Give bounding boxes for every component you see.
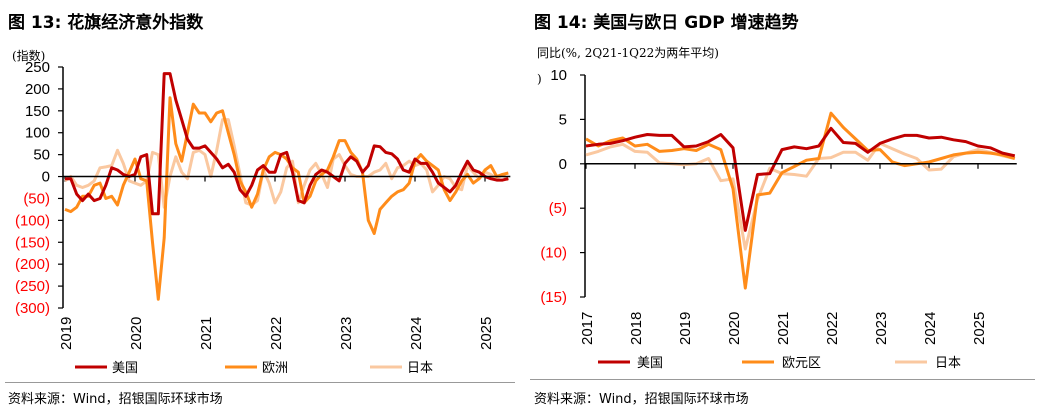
left-y-tick-label: (200) [15, 256, 50, 273]
left-x-tick-label: 2019 [58, 317, 75, 350]
left-x-tick-label: 2023 [338, 317, 355, 350]
right-x-tick-label: 2021 [775, 312, 792, 345]
left-chart-title: 图 13: 花旗经济意外指数 [8, 13, 204, 33]
left-y-tick-label: 100 [25, 125, 50, 142]
left-x-tick-label: 2022 [268, 317, 285, 350]
left-y-tick-label: 150 [25, 103, 50, 120]
left-source: 资料来源：Wind，招银国际环球市场 [8, 392, 223, 407]
left-y-tick-label: (50) [23, 190, 50, 207]
right-y-tick-label: 10 [550, 67, 567, 84]
right-x-tick-label: 2024 [922, 312, 939, 345]
right-x-tick-label: 2019 [677, 312, 694, 345]
left-y-tick-label: (300) [15, 300, 50, 317]
left-x-tick-label: 2024 [408, 317, 425, 350]
left-series-line-0 [65, 72, 509, 216]
left-series-line-1 [64, 96, 509, 301]
left-y-tick-label: 0 [42, 169, 50, 186]
left-y-tick-label: 250 [25, 59, 50, 76]
right-series-line-2 [585, 141, 1016, 251]
left-legend-label: 日本 [407, 361, 433, 376]
right-x-tick-label: 2020 [726, 312, 743, 345]
right-x-tick-label: 2022 [824, 312, 841, 345]
left-divider [5, 382, 515, 383]
right-y-axis-unit-close-paren: ) [537, 72, 542, 86]
left-y-tick-label: (250) [15, 278, 50, 295]
left-y-tick-label: (100) [15, 212, 50, 229]
left-legend-label: 美国 [112, 361, 138, 376]
left-x-tick-label: 2020 [128, 317, 145, 350]
right-legend-label: 美国 [637, 356, 663, 371]
right-y-tick-label: (5) [549, 200, 567, 217]
right-legend-label: 欧元区 [782, 356, 821, 371]
right-y-tick-label: 5 [559, 111, 567, 128]
left-y-tick-label: 50 [33, 147, 50, 164]
right-source: 资料来源：Wind，招银国际环球市场 [534, 392, 749, 407]
left-legend-label: 欧洲 [262, 361, 288, 376]
right-y-tick-label: (10) [540, 245, 567, 262]
right-y-tick-label: 0 [559, 156, 567, 173]
left-y-tick-label: 200 [25, 81, 50, 98]
right-x-tick-label: 2017 [579, 312, 596, 345]
left-x-tick-label: 2021 [198, 317, 215, 350]
right-x-tick-label: 2025 [971, 312, 988, 345]
right-y-tick-label: (15) [540, 289, 567, 306]
left-x-tick-label: 2025 [478, 317, 495, 350]
left-y-tick-label: (150) [15, 234, 50, 251]
right-divider [530, 379, 1035, 380]
right-x-tick-label: 2018 [628, 312, 645, 345]
right-y-axis-unit: 同比(%, 2Q21-1Q22为两年平均) [537, 46, 719, 60]
right-series-line-0 [585, 126, 1016, 232]
left-series-line-2 [64, 118, 510, 209]
right-x-tick-label: 2023 [873, 312, 890, 345]
right-legend-label: 日本 [935, 356, 961, 371]
right-chart-title: 图 14: 美国与欧日 GDP 增速趋势 [534, 13, 799, 33]
left-y-axis-unit: (指数) [12, 48, 45, 63]
